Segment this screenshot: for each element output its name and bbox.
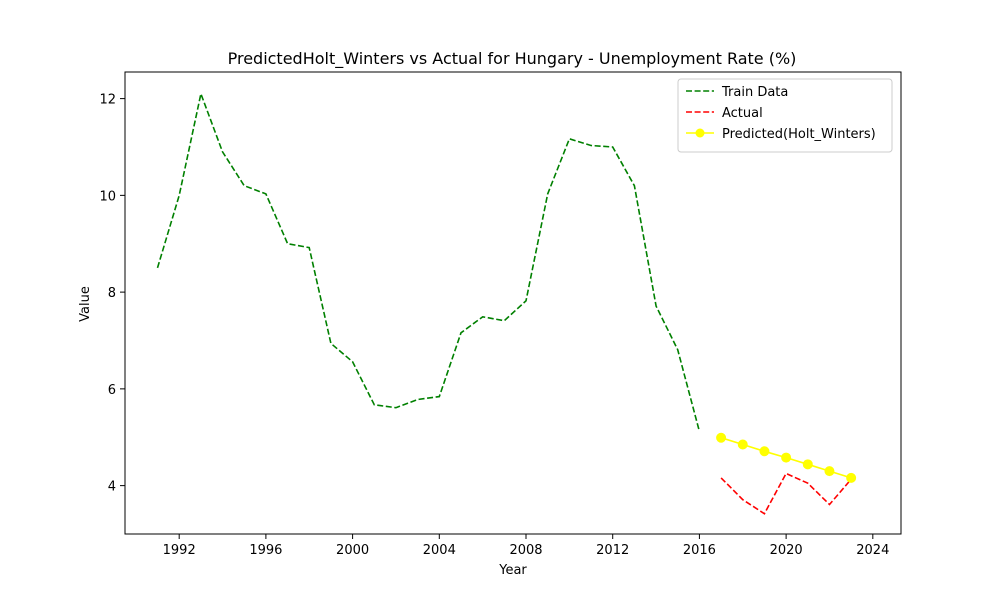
data-point xyxy=(759,446,770,457)
plot-frame xyxy=(124,71,902,535)
x-tick-label: 2004 xyxy=(423,543,456,558)
x-axis-label: Year xyxy=(498,563,527,578)
series-layer xyxy=(156,90,857,515)
x-tick-label: 2008 xyxy=(509,543,542,558)
y-axis: 4 6 8 10 12 xyxy=(99,93,125,495)
y-tick-label: 8 xyxy=(108,286,116,301)
x-tick-label: 2024 xyxy=(856,543,889,558)
chart-title: PredictedHolt_Winters vs Actual for Hung… xyxy=(228,49,797,69)
x-tick-label: 2016 xyxy=(683,543,716,558)
legend-label: Actual xyxy=(722,106,763,121)
x-tick-label: 2020 xyxy=(770,543,803,558)
data-point xyxy=(781,452,792,463)
data-point xyxy=(737,439,748,450)
y-tick-label: 12 xyxy=(99,93,116,108)
x-axis: 1992 1996 2000 2004 2008 2012 2016 2020 2024 xyxy=(163,534,889,558)
legend-box xyxy=(677,78,893,153)
x-tick-label: 1992 xyxy=(163,543,196,558)
data-point xyxy=(802,459,813,470)
y-axis-label: Value xyxy=(78,286,93,322)
legend-label: Predicted(Holt_Winters) xyxy=(722,127,876,142)
y-tick-label: 4 xyxy=(108,480,116,495)
series-line-0 xyxy=(156,90,701,432)
x-tick-label: 2000 xyxy=(336,543,369,558)
y-tick-label: 10 xyxy=(99,189,116,204)
legend-marker xyxy=(695,128,705,138)
data-point xyxy=(846,472,857,483)
data-point xyxy=(824,466,835,477)
y-tick-label: 6 xyxy=(108,383,116,398)
series-line-1 xyxy=(720,472,852,515)
legend: Train Data Actual Predicted(Holt_Winters) xyxy=(677,78,893,153)
x-tick-label: 1996 xyxy=(249,543,282,558)
x-tick-label: 2012 xyxy=(596,543,629,558)
legend-label: Train Data xyxy=(721,85,788,100)
data-point xyxy=(716,432,727,443)
